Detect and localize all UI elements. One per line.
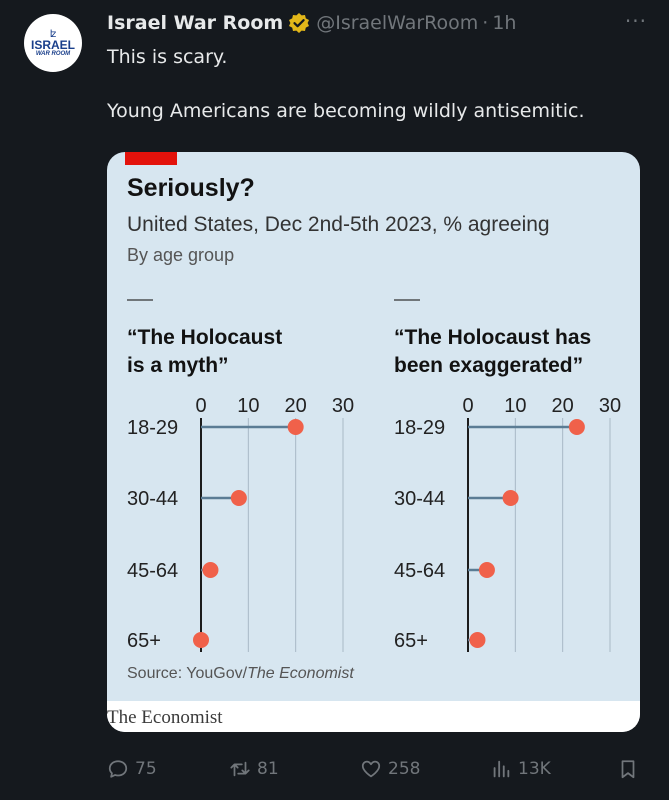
data-dot [202,562,219,578]
panel-title: “The Holocaust has [394,326,591,349]
bookmark-button[interactable] [617,755,645,783]
y-category-label: 65+ [394,630,428,652]
y-category-label: 45-64 [394,560,445,582]
panel-title: “The Holocaust [127,326,282,349]
dot-plot-chart: “The Holocaust is a myth” 0 10 20 30 18-29 30-4… [127,299,621,652]
tweet-actions: 75 81 258 13K [107,755,647,783]
x-tick-label: 30 [332,395,354,417]
reply-icon [108,760,128,778]
heart-icon [361,760,381,778]
y-category-label: 18-29 [394,417,445,439]
views-icon [493,760,510,778]
retweet-icon [230,761,250,777]
reply-button[interactable]: 75 [107,755,157,783]
tweet-text: This is scary. Young Americans are becom… [107,44,647,124]
economist-red-bar [125,152,177,165]
like-button[interactable]: 258 [360,755,420,783]
x-tick-label: 0 [462,395,473,417]
avatar-logo-line2: WAR ROOM [35,50,71,57]
panel-title: been exaggerated” [394,354,583,377]
data-dot [287,419,304,435]
panel-title: is a myth” [127,354,229,377]
y-category-label: 45-64 [127,560,178,582]
data-dot [568,419,585,435]
economist-logo: The Economist [107,707,223,728]
chart-source-publication: The Economist [247,665,354,682]
x-tick-label: 20 [552,395,574,417]
views-button[interactable]: 13K [490,755,551,783]
x-tick-label: 30 [599,395,621,417]
data-dot [193,632,209,648]
reply-count: 75 [135,759,157,779]
y-category-label: 30-44 [394,488,445,510]
bookmark-icon [621,760,635,779]
like-count: 258 [388,759,421,779]
chart-source-prefix: Source: YouGov/ [127,665,248,682]
data-dot [230,490,247,506]
retweet-button[interactable]: 81 [229,755,279,783]
separator-dot: · [482,12,489,34]
x-tick-label: 10 [504,395,526,417]
retweet-count: 81 [257,759,279,779]
tweet-text-line: This is scary. [107,46,228,68]
views-count: 13K [518,759,551,779]
author-handle[interactable]: @IsraelWarRoom [316,12,479,34]
tweet-media-image[interactable]: Seriously? United States, Dec 2nd-5th 20… [107,152,640,732]
y-category-label: 30-44 [127,488,178,510]
chart-subtitle: United States, Dec 2nd-5th 2023, % agree… [127,213,550,236]
y-category-label: 18-29 [127,417,178,439]
chart-source: Source: YouGov/The Economist [127,665,354,683]
data-dot [502,490,519,506]
y-category-label: 65+ [127,630,161,652]
more-options-icon[interactable]: ··· [624,9,647,33]
chart-subtitle-secondary: By age group [127,245,235,265]
tweet-header: Israel War Room @IsraelWarRoom · 1h [107,10,516,36]
x-tick-label: 10 [237,395,259,417]
x-tick-label: 20 [285,395,307,417]
avatar[interactable]: ʫ ISRAEL WAR ROOM [24,14,82,72]
chart-title: Seriously? [127,174,255,202]
data-dot [469,632,486,648]
author-name[interactable]: Israel War Room [107,12,284,34]
x-tick-label: 0 [195,395,206,417]
media-footer: The Economist [107,701,640,732]
verified-badge-icon [289,13,310,33]
tweet-text-line: Young Americans are becoming wildly anti… [107,100,585,122]
data-dot [478,562,495,578]
tweet-timestamp[interactable]: 1h [492,12,517,34]
signal-icon: ʫ [49,28,57,40]
avatar-logo-line1: ISRAEL [30,37,75,52]
